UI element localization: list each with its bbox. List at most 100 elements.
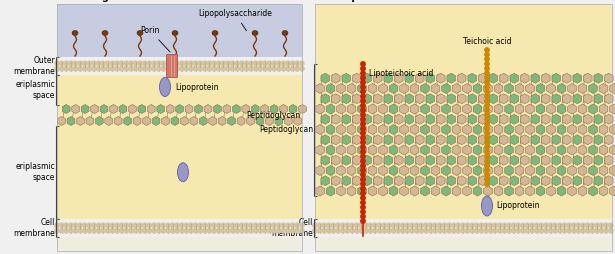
Circle shape [184, 223, 189, 228]
Polygon shape [347, 84, 356, 93]
Polygon shape [157, 104, 165, 114]
Circle shape [485, 85, 489, 89]
Circle shape [78, 67, 82, 71]
Polygon shape [331, 94, 340, 104]
Circle shape [585, 223, 590, 228]
Circle shape [124, 67, 129, 71]
Polygon shape [148, 104, 155, 114]
Polygon shape [431, 124, 440, 135]
Text: Cell
membrane: Cell membrane [14, 218, 55, 238]
Circle shape [451, 223, 456, 228]
Circle shape [152, 223, 156, 228]
Polygon shape [384, 94, 392, 104]
Ellipse shape [137, 30, 143, 36]
Circle shape [361, 186, 365, 191]
Polygon shape [489, 155, 498, 165]
Circle shape [361, 219, 365, 223]
Polygon shape [478, 73, 487, 83]
Circle shape [147, 67, 152, 71]
Polygon shape [266, 117, 273, 125]
Circle shape [244, 61, 248, 66]
Circle shape [161, 61, 165, 66]
Circle shape [507, 223, 511, 228]
Text: Teichoic acid: Teichoic acid [462, 37, 511, 46]
Polygon shape [347, 124, 356, 135]
Polygon shape [483, 104, 493, 114]
Circle shape [198, 223, 202, 228]
Polygon shape [584, 114, 592, 124]
Circle shape [235, 223, 239, 228]
Circle shape [410, 229, 415, 233]
Circle shape [189, 223, 193, 228]
Polygon shape [499, 176, 508, 186]
Polygon shape [499, 94, 508, 104]
FancyBboxPatch shape [315, 237, 612, 251]
Circle shape [361, 62, 365, 66]
Polygon shape [405, 94, 413, 104]
Polygon shape [462, 104, 471, 114]
Polygon shape [573, 155, 582, 165]
Circle shape [115, 67, 119, 71]
Polygon shape [62, 104, 70, 114]
Polygon shape [510, 94, 518, 104]
Circle shape [341, 223, 345, 228]
Circle shape [110, 223, 114, 228]
Polygon shape [536, 104, 545, 114]
Circle shape [498, 229, 502, 233]
Polygon shape [468, 114, 477, 124]
Circle shape [485, 140, 489, 145]
Polygon shape [326, 145, 335, 155]
Circle shape [313, 223, 317, 228]
Circle shape [361, 122, 365, 126]
Circle shape [396, 223, 400, 228]
Polygon shape [315, 84, 324, 93]
Circle shape [485, 154, 489, 158]
Circle shape [322, 223, 327, 228]
Polygon shape [119, 104, 127, 114]
Circle shape [485, 177, 489, 182]
Polygon shape [394, 73, 403, 83]
Polygon shape [426, 176, 435, 186]
Polygon shape [568, 84, 576, 93]
Polygon shape [541, 155, 550, 165]
Polygon shape [505, 84, 514, 93]
Circle shape [277, 229, 281, 233]
Polygon shape [594, 73, 603, 83]
Circle shape [184, 61, 189, 66]
Polygon shape [589, 104, 597, 114]
Circle shape [235, 67, 239, 71]
Circle shape [290, 67, 295, 71]
Polygon shape [520, 114, 529, 124]
Polygon shape [541, 94, 550, 104]
Circle shape [361, 140, 365, 145]
Circle shape [101, 223, 105, 228]
Polygon shape [494, 166, 503, 176]
Polygon shape [331, 135, 340, 145]
Circle shape [133, 61, 138, 66]
Circle shape [378, 223, 382, 228]
Circle shape [97, 61, 101, 66]
Circle shape [249, 61, 253, 66]
Circle shape [415, 223, 419, 228]
Ellipse shape [102, 30, 108, 36]
Circle shape [216, 223, 221, 228]
Polygon shape [452, 166, 461, 176]
Polygon shape [536, 84, 545, 93]
Polygon shape [447, 73, 456, 83]
Polygon shape [526, 145, 534, 155]
Polygon shape [599, 186, 608, 196]
Circle shape [345, 229, 349, 233]
Polygon shape [589, 145, 597, 155]
Circle shape [359, 223, 363, 228]
Circle shape [485, 172, 489, 177]
Circle shape [361, 214, 365, 219]
Polygon shape [415, 94, 424, 104]
Circle shape [253, 61, 258, 66]
Polygon shape [431, 84, 440, 93]
Circle shape [55, 61, 59, 66]
Circle shape [470, 223, 474, 228]
Circle shape [143, 223, 147, 228]
Polygon shape [494, 84, 503, 93]
Polygon shape [473, 104, 482, 114]
Polygon shape [336, 145, 346, 155]
